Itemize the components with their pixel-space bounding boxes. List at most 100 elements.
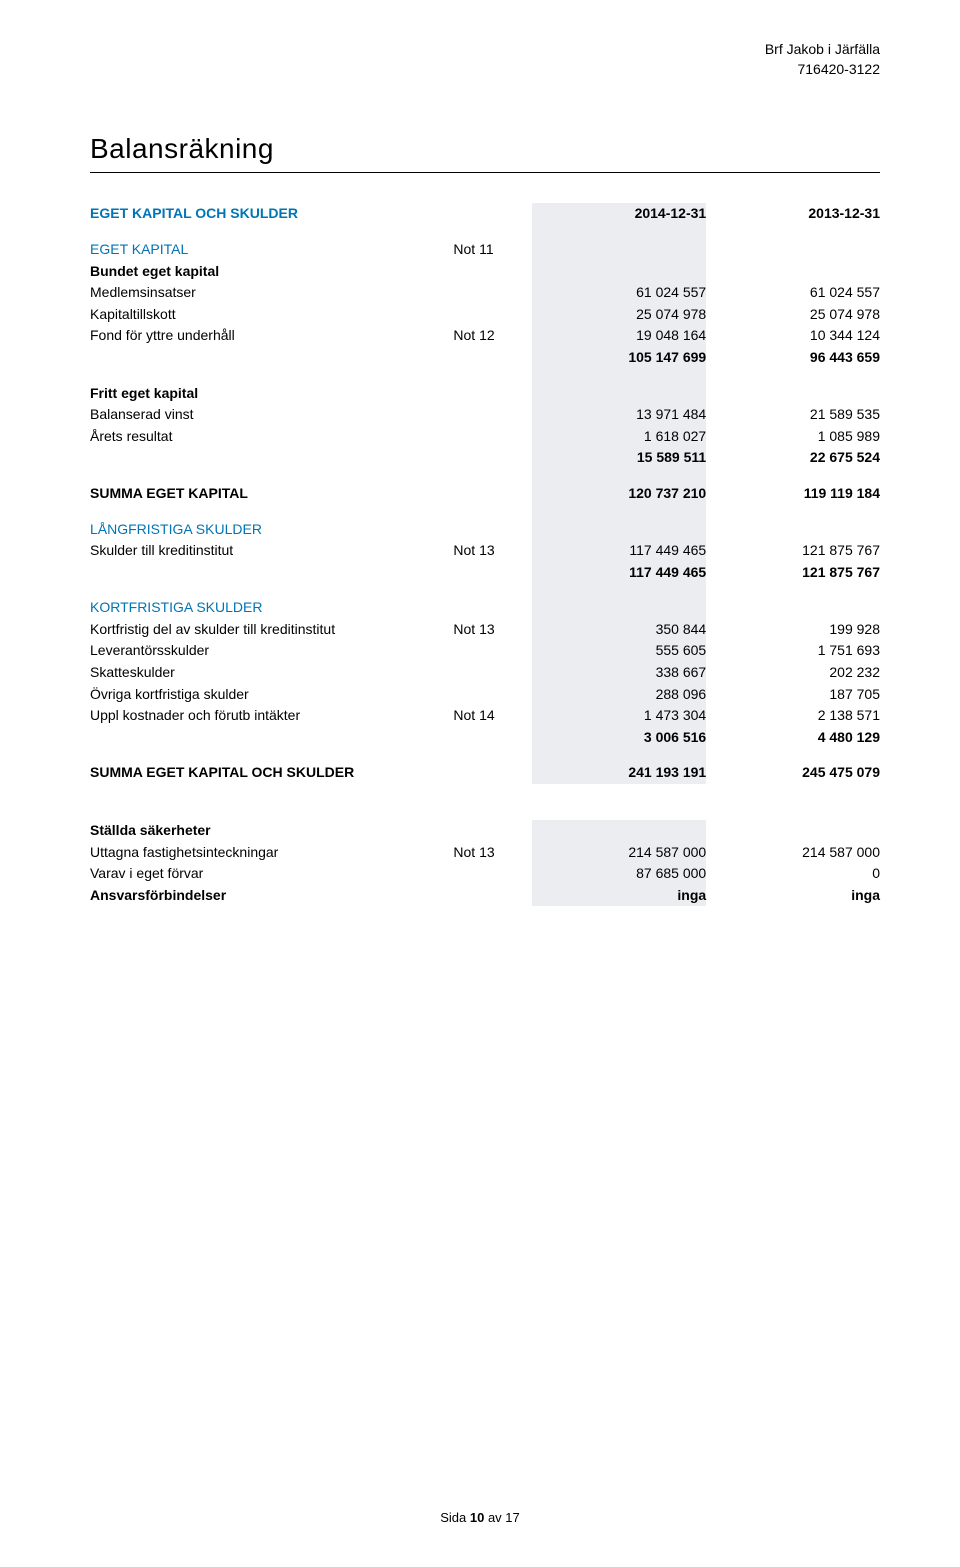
subtotal-y1: 117 449 465 [532, 562, 706, 584]
value-y2: 187 705 [706, 684, 880, 706]
table-row: Övriga kortfristiga skulder 288 096 187 … [90, 684, 880, 706]
table-row: SUMMA EGET KAPITAL OCH SKULDER 241 193 1… [90, 762, 880, 784]
table-row: Uttagna fastighetsinteckningar Not 13 21… [90, 842, 880, 864]
note-ref: Not 12 [453, 325, 532, 347]
sub-heading: EGET KAPITAL [90, 239, 453, 261]
spacer-row [90, 369, 880, 383]
table-row: Medlemsinsatser 61 024 557 61 024 557 [90, 282, 880, 304]
value-y2: 214 587 000 [706, 842, 880, 864]
table-row: LÅNGFRISTIGA SKULDER [90, 519, 880, 541]
value-y1: 338 667 [532, 662, 706, 684]
value-y1: 61 024 557 [532, 282, 706, 304]
table-row: EGET KAPITAL OCH SKULDER 2014-12-31 2013… [90, 203, 880, 225]
row-label: Fond för yttre underhåll [90, 325, 453, 347]
note-ref: Not 14 [453, 705, 532, 727]
document-header: Brf Jakob i Järfälla 716420-3122 [90, 40, 880, 79]
value-y2: 21 589 535 [706, 404, 880, 426]
row-label: Skatteskulder [90, 662, 453, 684]
table-row: 105 147 699 96 443 659 [90, 347, 880, 369]
value-y1: 1 618 027 [532, 426, 706, 448]
note-ref [453, 662, 532, 684]
footer-prefix: Sida [440, 1510, 470, 1525]
row-label: Kapitaltillskott [90, 304, 453, 326]
spacer-row [90, 505, 880, 519]
row-label: Bundet eget kapital [90, 261, 453, 283]
row-label: Balanserad vinst [90, 404, 453, 426]
value-y1: 555 605 [532, 640, 706, 662]
subtotal-y2: 119 119 184 [706, 483, 880, 505]
row-label: Ansvarsförbindelser [90, 885, 453, 907]
note-ref: Not 11 [453, 239, 532, 261]
table-row: Leverantörsskulder 555 605 1 751 693 [90, 640, 880, 662]
note-ref [453, 863, 532, 885]
value-y1: 13 971 484 [532, 404, 706, 426]
page-title: Balansräkning [90, 129, 880, 168]
table-row: Kortfristig del av skulder till kreditin… [90, 619, 880, 641]
sub-heading: LÅNGFRISTIGA SKULDER [90, 519, 453, 541]
spacer-row [90, 469, 880, 483]
table-row: 3 006 516 4 480 129 [90, 727, 880, 749]
spacer-row [90, 583, 880, 597]
table-row: KORTFRISTIGA SKULDER [90, 597, 880, 619]
subtotal-y1: 105 147 699 [532, 347, 706, 369]
table-row: SUMMA EGET KAPITAL 120 737 210 119 119 1… [90, 483, 880, 505]
subtotal-y2: 96 443 659 [706, 347, 880, 369]
spacer-row [90, 784, 880, 820]
value-y2: 2 138 571 [706, 705, 880, 727]
row-label: Ställda säkerheter [90, 820, 453, 842]
note-ref [453, 304, 532, 326]
subtotal-y2: 22 675 524 [706, 447, 880, 469]
subtotal-y2: 121 875 767 [706, 562, 880, 584]
subtotal-y1: 120 737 210 [532, 483, 706, 505]
subtotal-y1: 3 006 516 [532, 727, 706, 749]
value-y1: 214 587 000 [532, 842, 706, 864]
value-y1: 87 685 000 [532, 863, 706, 885]
value-y1: 350 844 [532, 619, 706, 641]
value-y1: 288 096 [532, 684, 706, 706]
section-heading: EGET KAPITAL OCH SKULDER [90, 203, 453, 225]
row-label: Årets resultat [90, 426, 453, 448]
footer-middle: av [484, 1510, 505, 1525]
value-y1: inga [532, 885, 706, 907]
value-y2: 61 024 557 [706, 282, 880, 304]
table-row: Ansvarsförbindelser inga inga [90, 885, 880, 907]
row-label: Fritt eget kapital [90, 383, 453, 405]
row-label: Uppl kostnader och förutb intäkter [90, 705, 453, 727]
table-row: Fond för yttre underhåll Not 12 19 048 1… [90, 325, 880, 347]
table-row: 15 589 511 22 675 524 [90, 447, 880, 469]
total-y1: 241 193 191 [532, 762, 706, 784]
value-y2: 25 074 978 [706, 304, 880, 326]
table-row: EGET KAPITAL Not 11 [90, 239, 880, 261]
title-underline [90, 172, 880, 173]
note-ref [453, 426, 532, 448]
note-ref: Not 13 [453, 540, 532, 562]
footer-total: 17 [505, 1510, 519, 1525]
table-row: Uppl kostnader och förutb intäkter Not 1… [90, 705, 880, 727]
row-label: SUMMA EGET KAPITAL [90, 483, 453, 505]
value-y2: 199 928 [706, 619, 880, 641]
page-footer: Sida 10 av 17 [0, 1509, 960, 1527]
footer-page: 10 [470, 1510, 484, 1525]
org-number: 716420-3122 [90, 60, 880, 80]
table-row: Ställda säkerheter [90, 820, 880, 842]
row-label: Kortfristig del av skulder till kreditin… [90, 619, 453, 641]
year1-header: 2014-12-31 [532, 203, 706, 225]
value-y2: 1 085 989 [706, 426, 880, 448]
spacer-row [90, 748, 880, 762]
table-row: 117 449 465 121 875 767 [90, 562, 880, 584]
table-row: Bundet eget kapital [90, 261, 880, 283]
table-row: Fritt eget kapital [90, 383, 880, 405]
row-label: Varav i eget förvar [90, 863, 453, 885]
table-row: Skulder till kreditinstitut Not 13 117 4… [90, 540, 880, 562]
company-name: Brf Jakob i Järfälla [90, 40, 880, 60]
note-ref [453, 282, 532, 304]
note-ref [453, 640, 532, 662]
table-row: Balanserad vinst 13 971 484 21 589 535 [90, 404, 880, 426]
value-y1: 19 048 164 [532, 325, 706, 347]
row-label: Medlemsinsatser [90, 282, 453, 304]
table-row: Varav i eget förvar 87 685 000 0 [90, 863, 880, 885]
row-label: Leverantörsskulder [90, 640, 453, 662]
note-ref [453, 684, 532, 706]
note-ref [453, 885, 532, 907]
value-y1: 25 074 978 [532, 304, 706, 326]
